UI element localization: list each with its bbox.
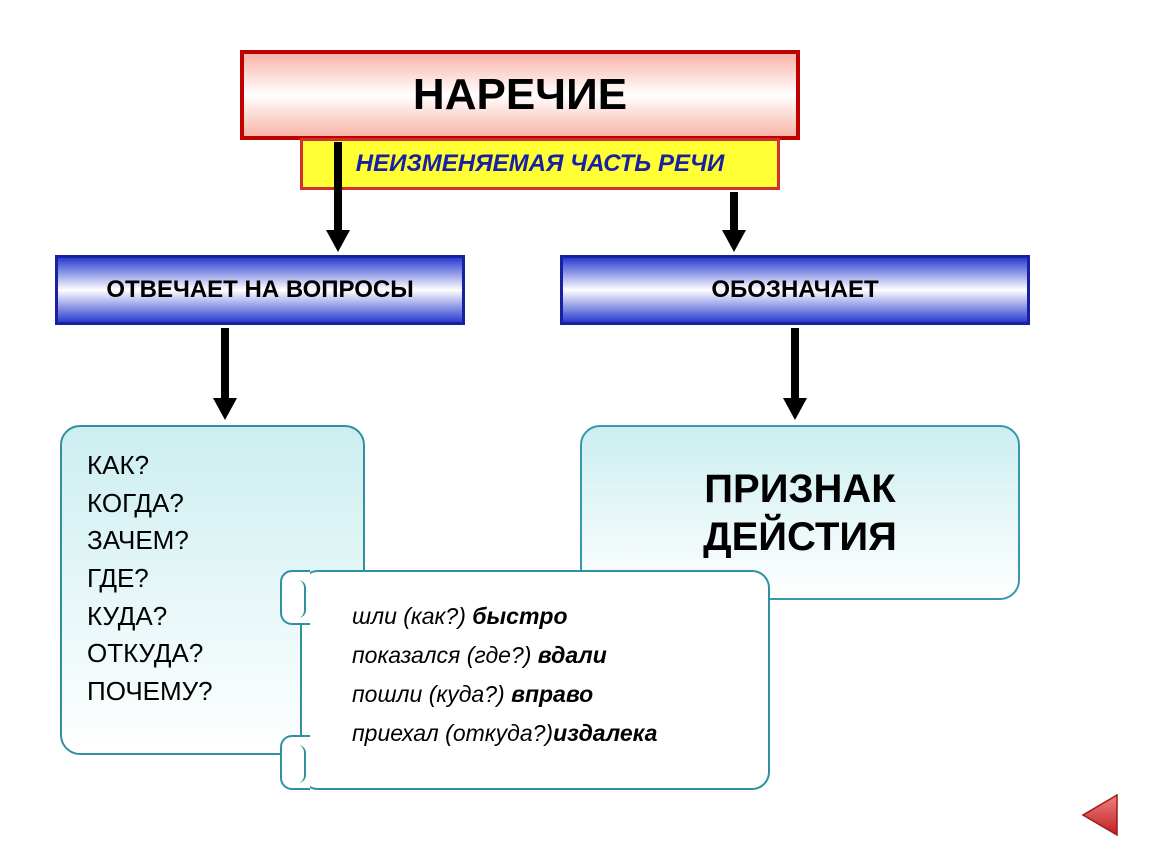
example-line: показался (где?) вдали (352, 636, 738, 675)
subtitle-box: НЕИЗМЕНЯЕМАЯ ЧАСТЬ РЕЧИ (300, 138, 780, 190)
sign-line2: ДЕЙСТИЯ (703, 513, 897, 561)
scroll-curl-top (280, 570, 310, 625)
question-item: ЗАЧЕМ? (87, 522, 213, 560)
scroll-curl-bottom (280, 735, 310, 790)
left-branch-text: ОТВЕЧАЕТ НА ВОПРОСЫ (106, 276, 413, 304)
example-line: шли (как?) быстро (352, 597, 738, 636)
examples-list: шли (как?) быстропоказался (где?) вдалип… (352, 597, 738, 753)
example-line: приехал (откуда?)издалека (352, 714, 738, 753)
question-item: ПОЧЕМУ? (87, 673, 213, 711)
right-branch-box: ОБОЗНАЧАЕТ (560, 255, 1030, 325)
left-branch-box: ОТВЕЧАЕТ НА ВОПРОСЫ (55, 255, 465, 325)
back-nav-icon[interactable] (1075, 790, 1125, 845)
sign-line1: ПРИЗНАК (703, 465, 897, 513)
question-item: КУДА? (87, 598, 213, 636)
title-box: НАРЕЧИЕ (240, 50, 800, 140)
sign-text: ПРИЗНАК ДЕЙСТИЯ (703, 465, 897, 561)
question-item: ГДЕ? (87, 560, 213, 598)
subtitle-text: НЕИЗМЕНЯЕМАЯ ЧАСТЬ РЕЧИ (356, 150, 724, 178)
question-item: ОТКУДА? (87, 635, 213, 673)
examples-scroll: шли (как?) быстропоказался (где?) вдалип… (300, 570, 770, 790)
question-item: КАК? (87, 447, 213, 485)
right-branch-text: ОБОЗНАЧАЕТ (711, 276, 878, 304)
question-item: КОГДА? (87, 485, 213, 523)
question-list: КАК?КОГДА?ЗАЧЕМ?ГДЕ?КУДА?ОТКУДА?ПОЧЕМУ? (87, 447, 213, 711)
title-text: НАРЕЧИЕ (413, 70, 627, 120)
example-line: пошли (куда?) вправо (352, 675, 738, 714)
